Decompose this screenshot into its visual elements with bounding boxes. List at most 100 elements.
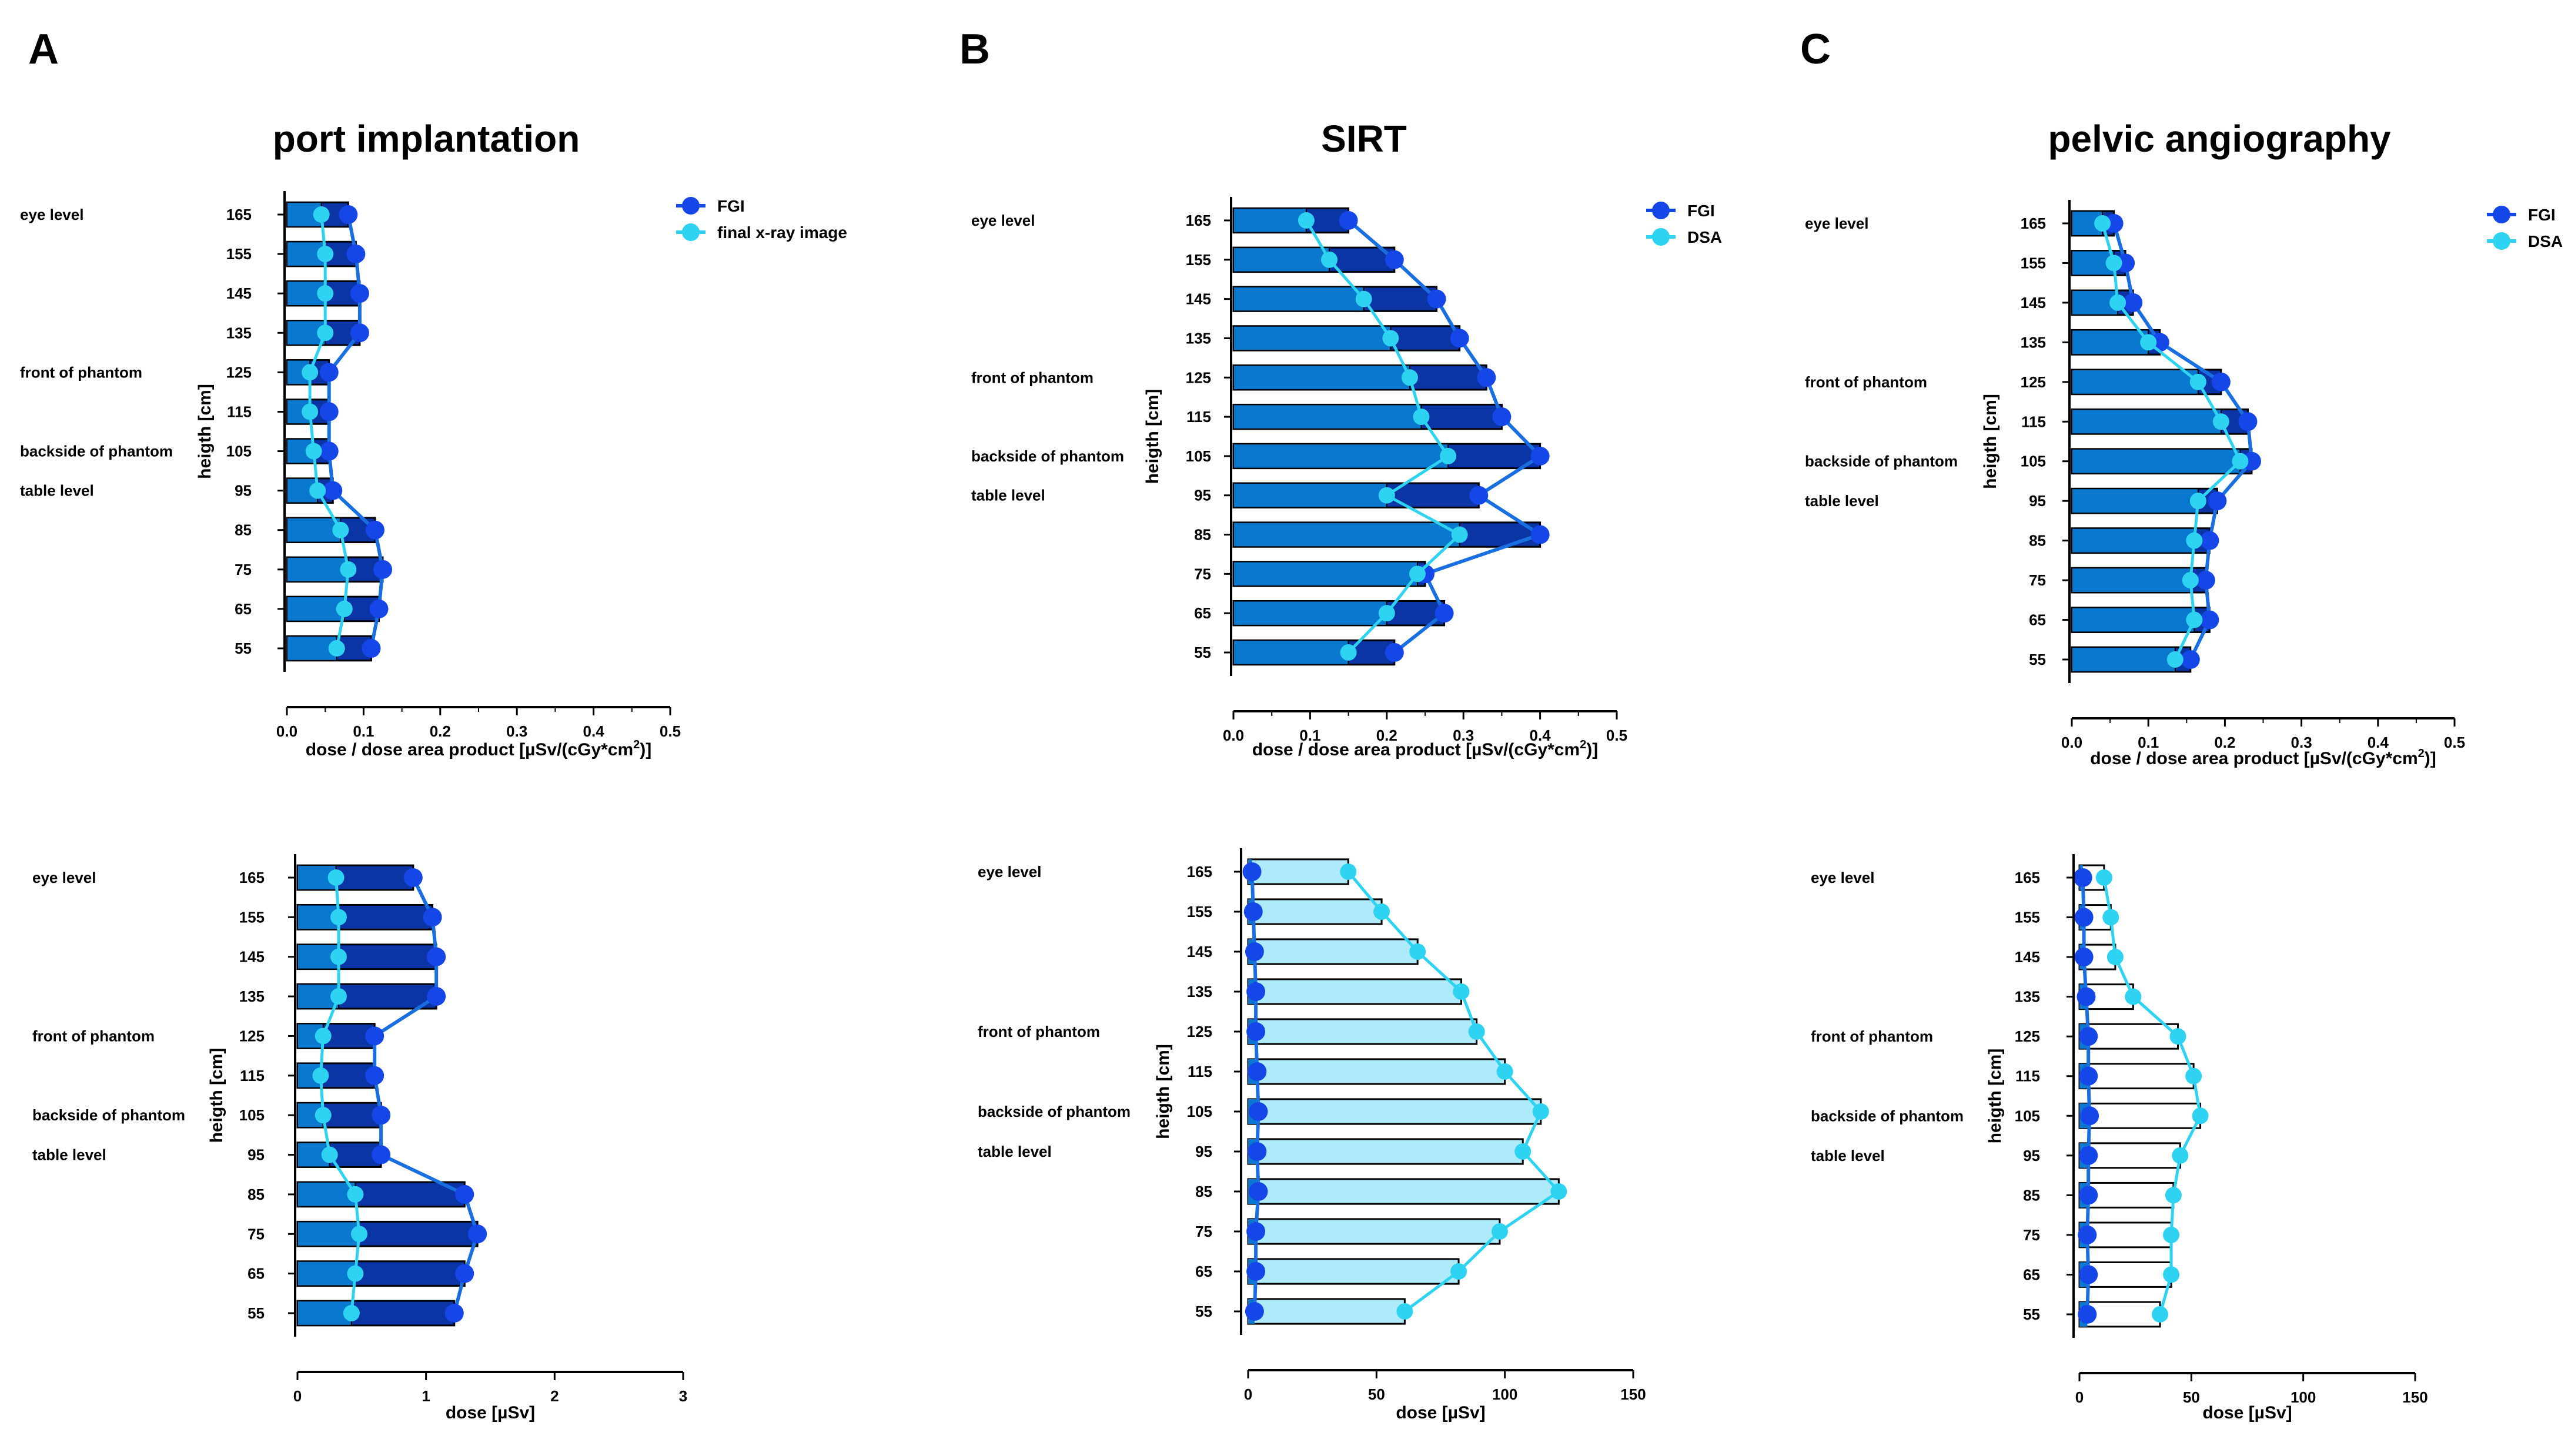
series-line [373, 876, 480, 1314]
data-point [2073, 868, 2092, 887]
bar-dsa [1247, 858, 1349, 885]
data-point [373, 560, 392, 579]
y-tick-label: 65 [1194, 604, 1211, 622]
data-point [2172, 1147, 2189, 1164]
series-line [2102, 877, 2202, 1315]
x-tick-label: 0.2 [1376, 727, 1397, 744]
x-tick-label: 100 [2291, 1388, 2316, 1406]
data-point [369, 599, 389, 618]
data-point [332, 521, 349, 538]
x-tick-label: 0 [293, 1387, 302, 1405]
data-point [1530, 446, 1550, 466]
y-tick-label: 85 [2023, 1186, 2040, 1204]
data-point [1440, 447, 1457, 464]
data-point [1532, 1103, 1549, 1120]
series-line [2081, 877, 2092, 1315]
bar-dsa [2078, 1102, 2202, 1129]
data-point [1514, 1143, 1532, 1160]
level-label-eye: eye level [20, 206, 83, 223]
bar-secondary [1233, 600, 1387, 626]
x-axis-title-sup: 2 [2418, 747, 2425, 760]
y-tick-label: 105 [2021, 453, 2046, 470]
x-tick-label: 0.4 [2368, 734, 2389, 751]
y-tick-label: 155 [1187, 903, 1212, 921]
y-tick-label: 55 [2029, 651, 2046, 668]
y-tick-label: 65 [2029, 611, 2046, 629]
bar-dsa [1247, 1258, 1460, 1285]
series-line [1347, 219, 1544, 654]
level-label-front: front of phantom [978, 1023, 1100, 1040]
y-axis-title: heigth [cm] [195, 384, 215, 479]
bar-secondary [1233, 640, 1349, 665]
x-tick-label: 150 [2402, 1388, 2427, 1406]
bar-secondary [1233, 483, 1387, 508]
x-tick-label: 3 [679, 1387, 687, 1405]
bar-secondary [1233, 561, 1418, 587]
x-tick-label: 50 [1368, 1385, 1385, 1403]
level-label-eye: eye level [32, 869, 96, 886]
y-tick-label: 65 [248, 1265, 265, 1283]
bar-secondary [2071, 488, 2199, 514]
data-point [2078, 1305, 2097, 1324]
y-tick-label: 55 [2023, 1306, 2040, 1323]
data-point [350, 1226, 367, 1243]
data-point [1530, 525, 1550, 544]
y-tick-label: 145 [2015, 948, 2040, 966]
level-label-table: table level [20, 482, 94, 500]
x-tick-label: 0.3 [2291, 734, 2312, 751]
y-tick-label: 115 [1186, 408, 1211, 426]
y-tick-label: 145 [1186, 290, 1211, 308]
data-point [315, 1027, 332, 1045]
data-point [372, 1106, 391, 1125]
data-point [2163, 1266, 2180, 1283]
y-tick-label: 165 [2021, 215, 2046, 232]
data-point [1246, 982, 1266, 1001]
data-point [2192, 1107, 2209, 1124]
data-point [1355, 290, 1372, 307]
x-axis-title-sup: 2 [1580, 738, 1586, 751]
data-point [1453, 983, 1470, 1000]
level-label-front: front of phantom [1811, 1027, 1933, 1045]
data-point [365, 1066, 384, 1085]
data-point [305, 443, 322, 460]
data-point [2200, 531, 2219, 550]
chart-C-top: 165 155 145 135 125 115 105 95 85 75 65 55 0.0 0.1 0.2… [1805, 200, 2465, 768]
panel-letter: B [959, 26, 990, 73]
data-point [1249, 1102, 1268, 1121]
bar-secondary [1233, 325, 1392, 352]
data-point [1409, 565, 1426, 583]
y-tick-label: 115 [2015, 1067, 2040, 1085]
x-axis-title: dose [µSv] [446, 1403, 535, 1422]
y-tick-label: 115 [2021, 413, 2046, 430]
data-point [350, 323, 369, 343]
data-point [2152, 1306, 2169, 1323]
level-label-back: backside of phantom [971, 447, 1124, 465]
data-point [2169, 1028, 2186, 1045]
bar-secondary [1233, 404, 1422, 430]
y-tick-label: 125 [2021, 373, 2046, 391]
y-tick-label: 75 [235, 561, 252, 578]
data-point [427, 987, 446, 1006]
data-point [343, 1305, 360, 1321]
data-point [1243, 902, 1263, 921]
data-point [1242, 862, 1262, 881]
level-label-table: table level [1811, 1147, 1885, 1164]
data-point [1427, 289, 1446, 309]
y-tick-label: 55 [248, 1304, 265, 1322]
data-point [1396, 1303, 1413, 1320]
bar-secondary [2071, 329, 2149, 356]
y-tick-label: 135 [1187, 983, 1212, 1000]
level-label-front: front of phantom [20, 363, 142, 381]
data-point [340, 561, 357, 578]
data-point [1246, 1022, 1266, 1041]
panel-title: pelvic angiography [2048, 118, 2391, 160]
legend: FGI DSA [2487, 206, 2563, 250]
x-tick-label: 0.1 [353, 722, 374, 740]
y-tick-label: 155 [226, 245, 252, 263]
bar-secondary [286, 557, 349, 583]
x-axis-title-end: )] [2425, 749, 2436, 768]
y-tick-label: 85 [2029, 532, 2046, 550]
x-axis-title: dose / dose area product [µSv/(cGy*cm2)] [1252, 738, 1599, 759]
data-point [2079, 1146, 2098, 1165]
y-tick-label: 145 [239, 948, 265, 966]
